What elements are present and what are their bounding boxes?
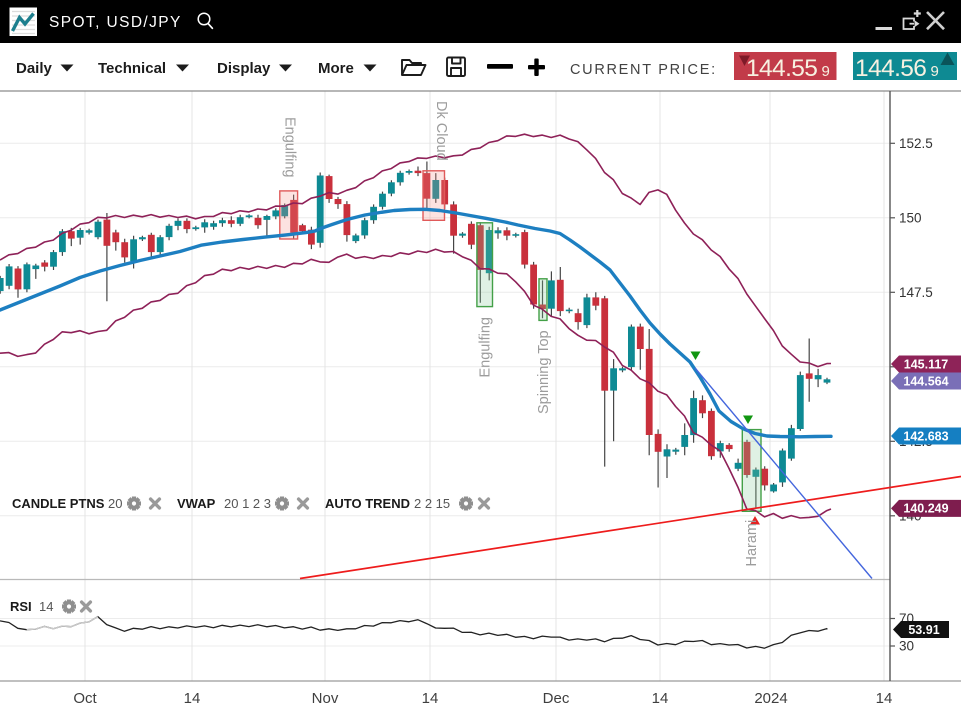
- svg-text:140.249: 140.249: [903, 502, 948, 516]
- svg-text:14: 14: [422, 690, 439, 707]
- svg-text:147.5: 147.5: [899, 285, 933, 300]
- svg-text:14: 14: [652, 690, 669, 707]
- svg-text:2 2 15: 2 2 15: [414, 496, 450, 511]
- svg-text:142.683: 142.683: [903, 429, 948, 443]
- svg-text:AUTO TREND: AUTO TREND: [325, 496, 410, 511]
- svg-text:9: 9: [822, 63, 830, 80]
- svg-text:144.55: 144.55: [746, 55, 817, 82]
- svg-text:145.117: 145.117: [904, 357, 949, 371]
- svg-text:14: 14: [184, 690, 201, 707]
- svg-text:Daily: Daily: [16, 60, 53, 77]
- svg-text:CANDLE PTNS: CANDLE PTNS: [12, 496, 105, 511]
- svg-text:SPOT, USD/JPY: SPOT, USD/JPY: [49, 14, 182, 31]
- svg-text:CURRENT PRICE:: CURRENT PRICE:: [570, 62, 717, 78]
- svg-text:14: 14: [876, 690, 893, 707]
- svg-text:Engulfing: Engulfing: [282, 117, 298, 177]
- svg-text:20: 20: [108, 496, 122, 511]
- svg-text:Technical: Technical: [98, 60, 166, 77]
- svg-text:152.5: 152.5: [899, 136, 933, 151]
- svg-text:Engulfing: Engulfing: [478, 317, 494, 377]
- svg-text:Dk Cloud: Dk Cloud: [433, 101, 449, 161]
- svg-text:150: 150: [899, 210, 922, 225]
- svg-text:14: 14: [39, 599, 53, 614]
- svg-text:20 1 2 3: 20 1 2 3: [224, 496, 271, 511]
- svg-text:Dec: Dec: [543, 690, 570, 707]
- svg-text:30: 30: [899, 639, 914, 654]
- svg-text:VWAP: VWAP: [177, 496, 216, 511]
- svg-text:Oct: Oct: [73, 690, 97, 707]
- svg-text:144.564: 144.564: [903, 374, 948, 388]
- svg-text:Spinning Top: Spinning Top: [536, 330, 552, 414]
- svg-text:Display: Display: [217, 60, 271, 77]
- svg-text:RSI: RSI: [10, 599, 32, 614]
- svg-text:Nov: Nov: [312, 690, 339, 707]
- svg-text:More: More: [318, 60, 354, 77]
- svg-text:9: 9: [931, 63, 939, 80]
- svg-text:Harami: Harami: [744, 520, 760, 567]
- svg-text:53.91: 53.91: [908, 623, 939, 637]
- svg-text:2024: 2024: [754, 690, 787, 707]
- svg-text:144.56: 144.56: [855, 55, 926, 82]
